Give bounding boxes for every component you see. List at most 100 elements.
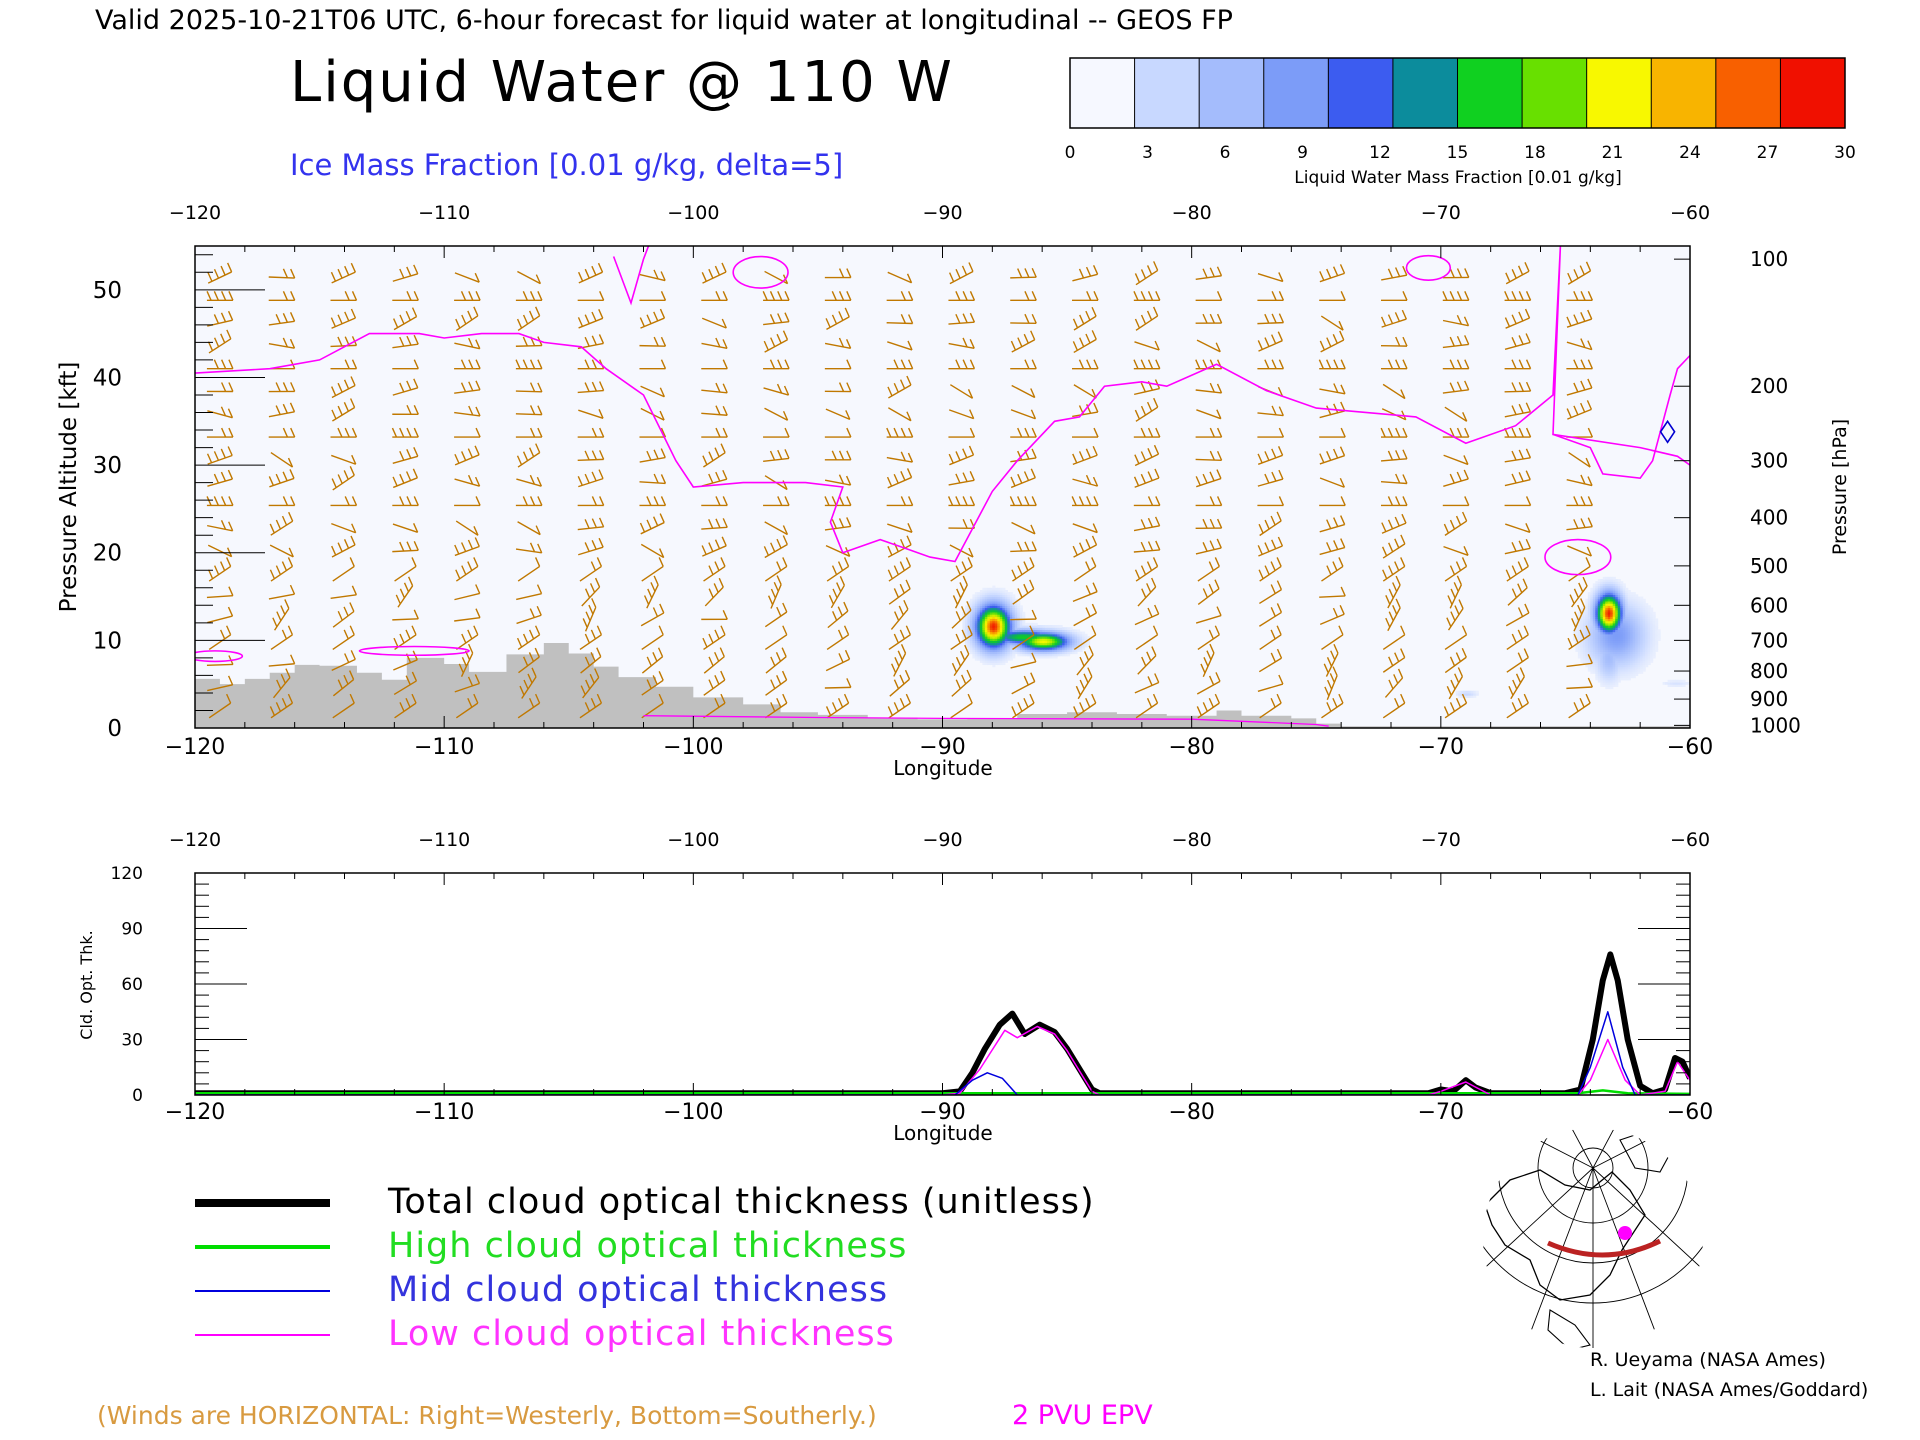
liquid-water-cell xyxy=(1022,651,1026,655)
liquid-water-cell xyxy=(1575,649,1579,652)
liquid-water-cell xyxy=(1027,651,1031,655)
wind-barb-tick xyxy=(227,310,234,321)
liquid-water-cell xyxy=(987,600,991,604)
liquid-water-cell xyxy=(1617,651,1621,655)
wind-barb xyxy=(886,496,914,507)
liquid-water-cell xyxy=(1615,627,1619,631)
wind-barb-tick xyxy=(1580,380,1586,391)
wind-barb-tick xyxy=(708,633,714,644)
liquid-water-cell xyxy=(1625,644,1629,648)
liquid-water-cell xyxy=(1585,603,1589,606)
liquid-water-cell xyxy=(1042,653,1046,657)
wind-barb xyxy=(1443,511,1468,536)
wind-barb-tick xyxy=(653,496,659,506)
wind-barb-tick xyxy=(1511,473,1517,484)
wind-barb-staff xyxy=(888,407,912,422)
liquid-water-cell xyxy=(1019,614,1023,617)
liquid-water-cell xyxy=(969,607,973,611)
liquid-water-cell xyxy=(1615,596,1619,600)
liquid-water-cell xyxy=(1615,649,1619,652)
liquid-water-cell xyxy=(1052,646,1056,650)
wind-barb-tick xyxy=(1338,625,1344,636)
liquid-water-cell xyxy=(1004,638,1008,641)
liquid-water-cell xyxy=(1004,655,1008,659)
wind-barb-tick xyxy=(900,496,907,506)
liquid-water-cell xyxy=(1620,655,1624,659)
liquid-water-cell xyxy=(1039,651,1043,655)
main-title: Liquid Water @ 110 W xyxy=(290,50,954,115)
liquid-water-cell xyxy=(972,618,976,622)
wind-barb-tick xyxy=(584,314,590,324)
wind-barb xyxy=(206,496,234,507)
liquid-water-cell xyxy=(1650,644,1654,648)
liquid-water-cell xyxy=(1577,642,1581,646)
wind-barb-tick xyxy=(275,702,282,712)
liquid-water-cell xyxy=(1052,627,1056,631)
liquid-water-cell xyxy=(999,620,1003,624)
liquid-water-cell xyxy=(1052,653,1056,657)
wind-barb xyxy=(704,577,724,607)
liquid-water-cell xyxy=(1635,620,1639,624)
liquid-water-cell xyxy=(999,646,1003,650)
liquid-water-cell xyxy=(1067,640,1071,644)
liquid-water-cell xyxy=(1002,594,1006,598)
wind-barb xyxy=(1134,444,1160,467)
liquid-water-cell xyxy=(1009,655,1013,659)
wind-barb-tick xyxy=(1339,330,1345,341)
liquid-water-cell xyxy=(1014,635,1018,639)
colorbar: 0 3 6 9 12 15 18 21 24 27 30 xyxy=(1065,57,1856,163)
wind-barb-tick xyxy=(1072,453,1078,464)
liquid-water-cell xyxy=(1014,616,1018,620)
liquid-water-cell xyxy=(1630,625,1634,628)
wind-barb-staff xyxy=(1504,390,1531,393)
wind-barb-tick xyxy=(714,697,720,708)
wind-barb-tick xyxy=(460,359,467,369)
wind-barb-tick xyxy=(584,450,590,461)
wind-barb-tick xyxy=(1523,557,1529,567)
liquid-water-cell xyxy=(1605,673,1609,677)
liquid-water-cell xyxy=(962,635,966,639)
liquid-water-cell xyxy=(977,642,981,646)
wind-barb-staff xyxy=(641,679,664,696)
liquid-water-cell xyxy=(1607,679,1611,683)
liquid-water-cell xyxy=(1580,622,1584,626)
liquid-water-cell xyxy=(1632,653,1636,657)
liquid-water-cell xyxy=(1577,633,1581,637)
colorbar-swatch xyxy=(1586,58,1652,128)
liquid-water-cell xyxy=(1017,635,1021,639)
liquid-water-cell xyxy=(1630,644,1634,648)
liquid-water-cell xyxy=(1580,646,1584,650)
wind-barb-staff xyxy=(1321,702,1344,719)
wind-barb-tick xyxy=(831,450,837,461)
liquid-water-cell xyxy=(1637,635,1641,639)
liquid-water-cell xyxy=(1630,642,1634,646)
wind-barb-tick xyxy=(767,595,774,605)
wind-barb-tick xyxy=(1147,427,1154,438)
liquid-water-cell xyxy=(1607,677,1611,681)
wind-barb xyxy=(1073,557,1097,582)
liquid-water-cell xyxy=(987,622,991,626)
liquid-water-cell xyxy=(974,622,978,626)
liquid-water-cell xyxy=(1590,629,1594,633)
liquid-water-cell xyxy=(1600,600,1604,604)
liquid-water-cell xyxy=(987,592,991,595)
liquid-water-cell xyxy=(1635,660,1639,663)
liquid-water-cell xyxy=(1632,625,1636,628)
wind-barb-tick xyxy=(1388,588,1394,599)
wind-barb xyxy=(701,405,728,416)
wind-barb xyxy=(516,584,543,601)
liquid-water-cell xyxy=(1592,587,1596,591)
wind-barb-tick xyxy=(886,427,892,438)
liquid-water-cell xyxy=(964,629,969,633)
wind-barb-tick xyxy=(1091,693,1097,704)
liquid-water-cell xyxy=(1069,644,1073,648)
liquid-water-cell xyxy=(1627,664,1631,668)
liquid-water-cell xyxy=(1630,673,1634,677)
liquid-water-cell xyxy=(1642,646,1646,650)
liquid-water-cell xyxy=(1627,660,1631,663)
wind-barb-tick xyxy=(522,359,528,369)
liquid-water-cell xyxy=(1632,592,1636,595)
wind-barb-tick xyxy=(659,387,665,398)
liquid-water-cell xyxy=(1062,627,1066,631)
wind-barb-tick xyxy=(844,307,850,318)
